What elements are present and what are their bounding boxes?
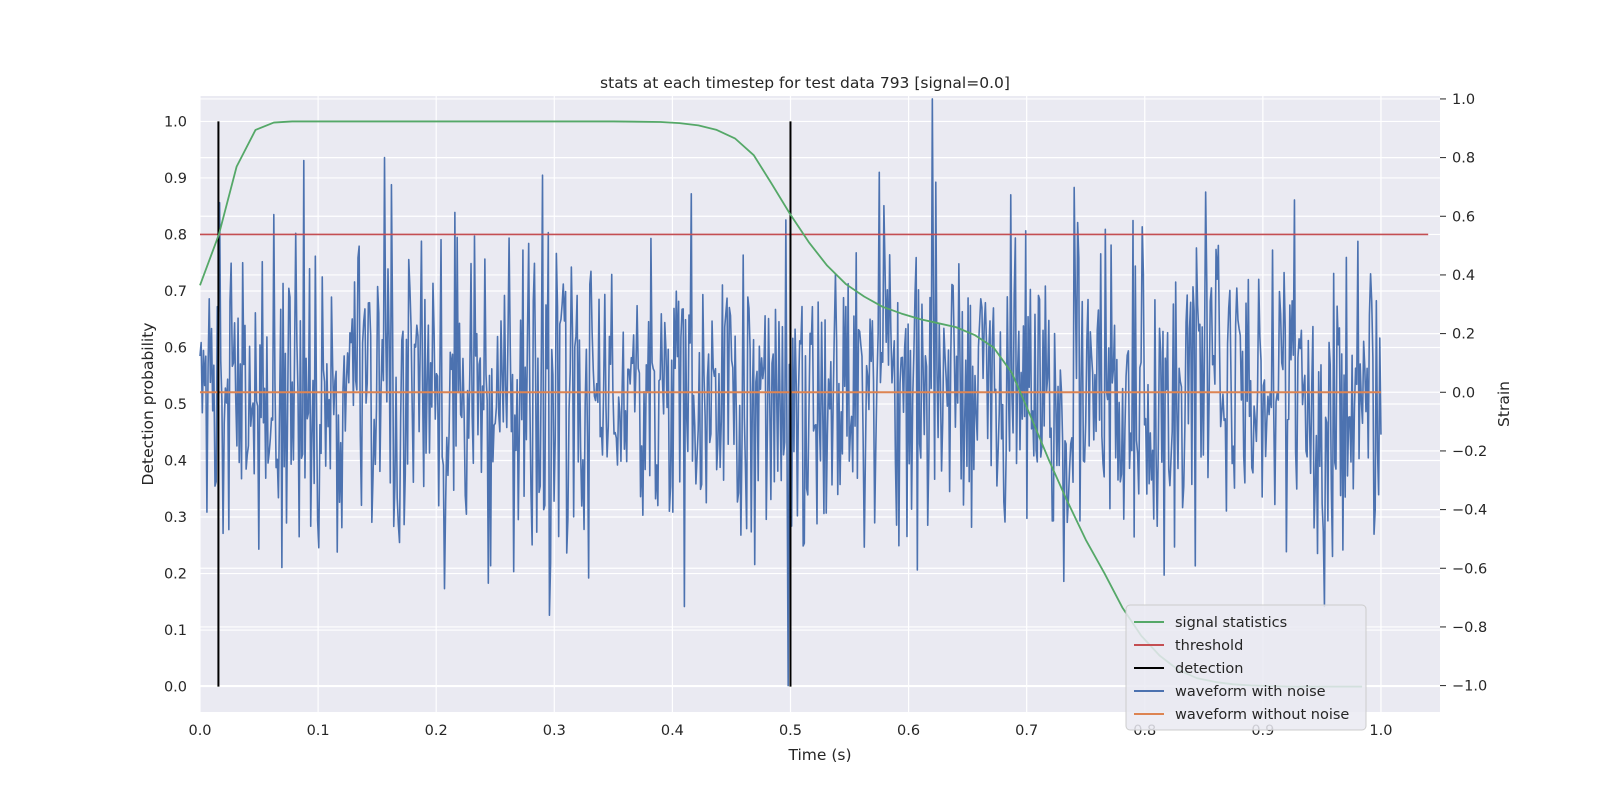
x-tick-label: 0.0 xyxy=(188,723,211,739)
y-right-tick-label: 0.6 xyxy=(1452,209,1475,225)
legend-label: waveform with noise xyxy=(1175,684,1326,700)
legend-label: waveform without noise xyxy=(1175,707,1349,723)
y-right-tick-label: −1.0 xyxy=(1452,679,1487,695)
legend-label: threshold xyxy=(1175,638,1243,654)
chart-title: stats at each timestep for test data 793… xyxy=(600,74,1010,92)
y-right-tick-label: 1.0 xyxy=(1452,92,1475,108)
y-left-tick-label: 0.7 xyxy=(164,284,187,300)
x-tick-label: 1.0 xyxy=(1369,723,1392,739)
legend: signal statistics threshold detection wavef… xyxy=(1125,604,1367,731)
y-right-tick-label: −0.8 xyxy=(1452,620,1487,636)
y-right-tick-label: −0.4 xyxy=(1452,503,1487,519)
y-left-tick-label: 0.1 xyxy=(164,623,187,639)
y-left-tick-label: 0.8 xyxy=(164,227,187,243)
x-tick-label: 0.5 xyxy=(779,723,802,739)
legend-label: signal statistics xyxy=(1175,615,1287,631)
y-right-tick-label: 0.4 xyxy=(1452,268,1475,284)
y-right-tick-label: −0.6 xyxy=(1452,561,1487,577)
x-axis-label: Time (s) xyxy=(787,746,851,764)
legend-box xyxy=(1125,604,1367,731)
y-right-tick-label: 0.8 xyxy=(1452,151,1475,167)
y-left-tick-label: 1.0 xyxy=(164,114,187,130)
y-right-tick-label: −0.2 xyxy=(1452,444,1487,460)
y-right-ticks: −1.0 −0.8 −0.6 −0.4 −0.2 0.0 0.2 0.4 0.6 0.8 1.0 xyxy=(1440,92,1487,695)
x-tick-label: 0.1 xyxy=(307,723,330,739)
x-tick-label: 0.6 xyxy=(897,723,920,739)
y-left-tick-label: 0.2 xyxy=(164,567,187,583)
x-tick-label: 0.2 xyxy=(425,723,448,739)
y-right-tick-label: 0.2 xyxy=(1452,327,1475,343)
y-axis-right-label: Strain xyxy=(1495,381,1513,427)
y-left-tick-label: 0.9 xyxy=(164,171,187,187)
y-left-tick-label: 0.6 xyxy=(164,340,187,356)
y-left-tick-label: 0.0 xyxy=(164,680,187,696)
x-ticks: 0.0 0.1 0.2 0.3 0.4 0.5 0.6 0.7 0.8 0.9 1.0 xyxy=(188,723,1392,739)
legend-label: detection xyxy=(1175,661,1243,677)
y-left-tick-label: 0.4 xyxy=(164,454,187,470)
y-left-ticks: 0.0 0.1 0.2 0.3 0.4 0.5 0.6 0.7 0.8 0.9 1.0 xyxy=(164,114,187,695)
x-tick-label: 0.7 xyxy=(1015,723,1038,739)
y-left-tick-label: 0.3 xyxy=(164,510,187,526)
x-tick-label: 0.3 xyxy=(543,723,566,739)
y-left-tick-label: 0.5 xyxy=(164,397,187,413)
y-axis-left-label: Detection probability xyxy=(139,323,157,486)
y-right-tick-label: 0.0 xyxy=(1452,385,1475,401)
x-tick-label: 0.4 xyxy=(661,723,684,739)
